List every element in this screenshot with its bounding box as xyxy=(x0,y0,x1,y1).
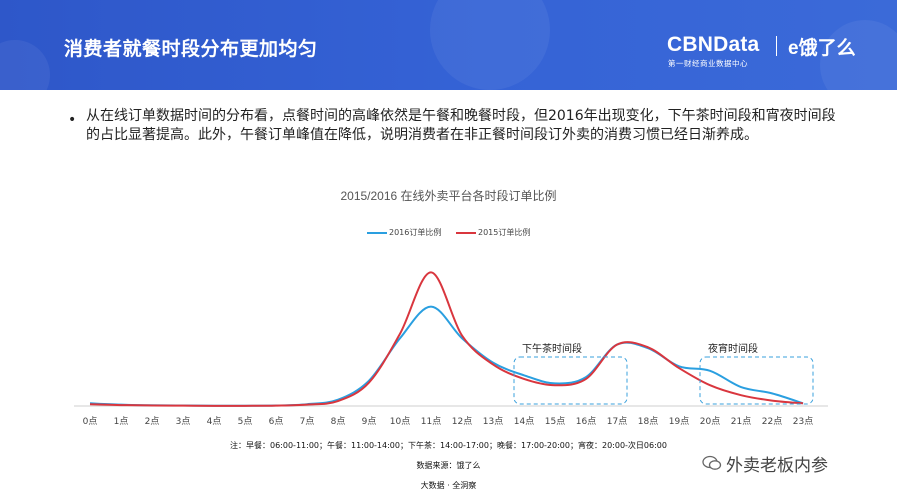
legend-swatch-2016 xyxy=(367,231,387,234)
chart-title: 2015/2016 在线外卖平台各时段订单比例 xyxy=(340,189,557,203)
x-tick-label: 19点 xyxy=(669,416,689,427)
x-tick-label: 17点 xyxy=(607,416,627,427)
data-source: 数据来源：饿了么 xyxy=(416,461,481,470)
decor-circle xyxy=(0,40,50,90)
bullet-marker: • xyxy=(68,112,77,128)
x-tick-label: 16点 xyxy=(576,416,596,427)
series-line-2015 xyxy=(89,271,804,407)
cbndata-logo: CBNData xyxy=(667,33,760,56)
summary-text: 从在线订单数据时间的分布看，点餐时间的高峰依然是午餐和晚餐时段，但2016年出现… xyxy=(86,108,836,143)
annotation-box xyxy=(513,356,628,405)
x-tick-label: 11点 xyxy=(421,416,441,427)
logo-subtitle: 第一财经商业数据中心 xyxy=(668,59,748,68)
decor-circle xyxy=(820,20,897,90)
meal-time-note: 注：早餐：06:00-11:00；午餐：11:00-14:00；下午茶：14:0… xyxy=(230,441,667,450)
x-tick-label: 4点 xyxy=(207,416,222,427)
x-tick-label: 8点 xyxy=(331,416,346,427)
annotation-box xyxy=(699,356,814,405)
x-tick-label: 13点 xyxy=(483,416,503,427)
x-tick-label: 9点 xyxy=(362,416,377,427)
watermark-text: 外卖老板内参 xyxy=(726,456,828,476)
x-tick-label: 7点 xyxy=(300,416,315,427)
x-tick-label: 15点 xyxy=(545,416,565,427)
legend-swatch-2015 xyxy=(456,231,476,234)
x-tick-label: 14点 xyxy=(514,416,534,427)
legend-item-2015: 2015订单比例 xyxy=(456,227,530,238)
x-tick-label: 6点 xyxy=(269,416,284,427)
decor-circle xyxy=(430,0,550,90)
x-tick-label: 0点 xyxy=(83,416,98,427)
x-tick-label: 21点 xyxy=(731,416,751,427)
x-tick-label: 12点 xyxy=(452,416,472,427)
x-tick-label: 18点 xyxy=(638,416,658,427)
series-line-2016 xyxy=(89,305,804,407)
page-title: 消费者就餐时段分布更加均匀 xyxy=(64,38,318,60)
credit-line: 大数据 · 全洞察 xyxy=(420,481,477,490)
logo-divider xyxy=(776,36,777,56)
x-tick-label: 5点 xyxy=(238,416,253,427)
annotation-label: 下午茶时间段 xyxy=(522,342,582,355)
eleme-logo: e饿了么 xyxy=(788,37,856,59)
x-tick-label: 20点 xyxy=(700,416,720,427)
wechat-icon xyxy=(702,455,722,470)
x-tick-label: 2点 xyxy=(145,416,160,427)
annotation-label: 夜宵时间段 xyxy=(708,342,758,355)
x-tick-label: 1点 xyxy=(114,416,129,427)
x-tick-label: 10点 xyxy=(390,416,410,427)
x-tick-label: 23点 xyxy=(793,416,813,427)
legend-item-2016: 2016订单比例 xyxy=(367,227,441,238)
x-tick-label: 3点 xyxy=(176,416,191,427)
header-banner: 消费者就餐时段分布更加均匀 CBNData e饿了么 第一财经商业数据中心 xyxy=(0,0,897,90)
x-tick-label: 22点 xyxy=(762,416,782,427)
